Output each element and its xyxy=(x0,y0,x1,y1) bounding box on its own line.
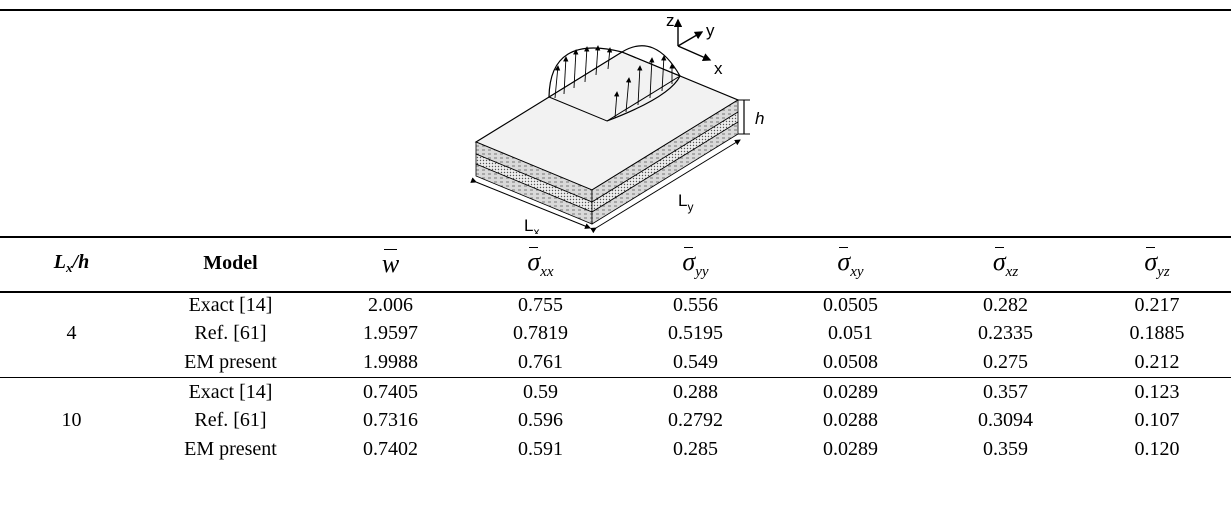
cell-sxx: 0.591 xyxy=(518,437,563,460)
cell-sxx: 0.761 xyxy=(463,348,618,378)
ly-label: Ly xyxy=(678,191,693,214)
cell-syy: 0.285 xyxy=(673,437,718,460)
cell-model: Exact [14] xyxy=(188,380,273,403)
ratio-cell: 4 xyxy=(66,322,77,345)
col-header-ratio: Lx/h xyxy=(53,251,90,275)
ratio-cell: 10 xyxy=(61,409,82,432)
cell-w: 0.7316 xyxy=(363,409,418,432)
col-header-sigma-xy: σxy xyxy=(837,246,864,280)
cell-sxy: 0.0505 xyxy=(823,293,878,316)
cell-sxz: 0.282 xyxy=(983,293,1028,316)
cell-model: Exact [14] xyxy=(188,293,273,316)
thickness-dimension: h xyxy=(738,99,764,135)
cell-syz: 0.120 xyxy=(1134,437,1180,460)
cell-model: EM present xyxy=(143,348,318,378)
load-arrows xyxy=(554,45,675,119)
cell-model: EM present xyxy=(184,437,277,460)
cell-sxz: 0.357 xyxy=(983,380,1028,403)
y-axis-label: y xyxy=(706,21,715,40)
header-top-rule xyxy=(0,236,1231,238)
cell-syz: 0.217 xyxy=(1134,293,1180,316)
cell-syz: 0.212 xyxy=(1083,348,1231,378)
table-row: 10 Ref. [61] 0.7316 0.596 0.2792 0.0288 0.3094… xyxy=(0,406,1231,435)
cell-sxy: 0.0289 xyxy=(823,380,878,403)
cell-model: Ref. [61] xyxy=(194,409,267,432)
cell-syy: 0.288 xyxy=(673,380,718,403)
cell-sxx: 0.755 xyxy=(518,293,563,316)
cell-sxz: 0.359 xyxy=(983,437,1028,460)
cell-sxx: 0.7819 xyxy=(513,322,568,345)
results-table: Lx/h Model w σxx σyy σxy σxz σyz Exact [… xyxy=(0,236,1231,464)
ratio-cell xyxy=(0,291,143,320)
cell-sxz: 0.3094 xyxy=(978,409,1033,432)
cell-syz: 0.107 xyxy=(1134,409,1180,432)
table-row: 4 Ref. [61] 1.9597 0.7819 0.5195 0.051 0.2335 0… xyxy=(0,320,1231,349)
cell-sxy: 0.0508 xyxy=(773,348,928,378)
col-header-sigma-xx: σxx xyxy=(527,246,554,280)
table-row: EM present 1.9988 0.761 0.549 0.0508 0.275 0.2… xyxy=(0,348,1231,378)
cell-sxy: 0.051 xyxy=(828,322,873,345)
cell-w: 0.7402 xyxy=(363,437,418,460)
header-bottom-rule xyxy=(0,291,1231,293)
cell-syy: 0.549 xyxy=(618,348,773,378)
cell-w: 1.9597 xyxy=(363,322,418,345)
coordinate-axes: z y x xyxy=(666,12,723,78)
header-row: Lx/h Model w σxx σyy σxy σxz σyz xyxy=(0,236,1231,291)
ratio-cell xyxy=(0,348,143,378)
cell-sxy: 0.0289 xyxy=(823,437,878,460)
table-row: EM present 0.7402 0.591 0.285 0.0289 0.359 0.1… xyxy=(0,435,1231,464)
col-header-sigma-yy: σyy xyxy=(682,246,709,280)
cell-model: Ref. [61] xyxy=(194,322,267,345)
z-axis-label: z xyxy=(666,12,675,30)
cell-syz: 0.1885 xyxy=(1129,322,1185,345)
cell-sxz: 0.2335 xyxy=(978,322,1033,345)
table-row: Exact [14] 2.006 0.755 0.556 0.0505 0.282 0.21… xyxy=(0,291,1231,320)
table-row: Exact [14] 0.7405 0.59 0.288 0.0289 0.357 0.12… xyxy=(0,377,1231,406)
cell-syy: 0.5195 xyxy=(668,322,723,345)
cell-syz: 0.123 xyxy=(1134,380,1180,403)
col-header-sigma-yz: σyz xyxy=(1144,246,1170,280)
x-axis-label: x xyxy=(714,59,723,78)
cell-sxy: 0.0288 xyxy=(823,409,878,432)
col-header-sigma-xz: σxz xyxy=(992,246,1019,280)
cell-syy: 0.2792 xyxy=(668,409,723,432)
cell-w: 0.7405 xyxy=(363,380,418,403)
h-label: h xyxy=(755,109,764,128)
cell-syy: 0.556 xyxy=(673,293,718,316)
lx-dimension: Lx xyxy=(470,177,591,234)
col-header-model: Model xyxy=(203,252,258,274)
lx-label: Lx xyxy=(524,216,539,234)
ly-dimension: Ly xyxy=(590,139,741,234)
cell-sxx: 0.59 xyxy=(523,380,558,403)
cell-w: 1.9988 xyxy=(318,348,463,378)
ratio-cell xyxy=(0,377,143,406)
cell-w: 2.006 xyxy=(368,293,413,316)
cell-sxz: 0.275 xyxy=(928,348,1083,378)
cell-sxx: 0.596 xyxy=(518,409,563,432)
top-rule xyxy=(0,9,1231,11)
ratio-cell xyxy=(0,435,143,464)
col-header-w: w xyxy=(381,248,400,278)
laminated-plate-figure: z y x h xyxy=(470,12,764,234)
